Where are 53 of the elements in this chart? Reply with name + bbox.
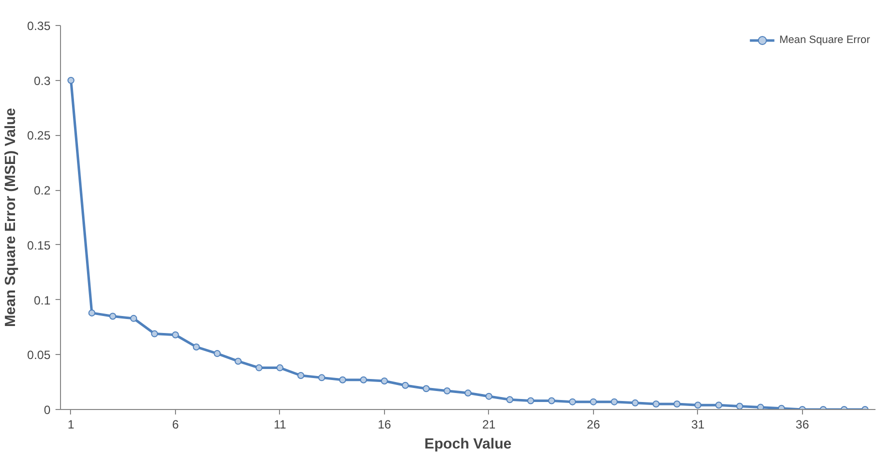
point <box>380 377 388 384</box>
point <box>590 398 597 406</box>
point <box>422 385 430 392</box>
x-tick-label: 11 <box>274 418 286 432</box>
x-tick-label: 16 <box>378 418 392 432</box>
x-axis-title: Epoch Value <box>424 436 512 452</box>
point <box>109 312 116 320</box>
y-tick-label: 0.1 <box>34 293 51 308</box>
point <box>339 376 346 384</box>
point <box>256 364 263 372</box>
point <box>715 402 722 409</box>
point <box>464 390 472 397</box>
point <box>360 376 368 384</box>
x-tick-label: 31 <box>691 418 705 432</box>
point <box>234 358 242 365</box>
point <box>568 398 576 406</box>
y-tick-label: 0.35 <box>27 19 51 33</box>
point <box>130 314 138 322</box>
y-axis-title: Mean Square Error (MSE) Value <box>3 108 20 328</box>
x-tick-label: 36 <box>796 418 810 432</box>
y-tick-label: 0.3 <box>34 74 51 88</box>
point <box>276 364 284 372</box>
point <box>151 330 158 338</box>
point <box>694 402 702 409</box>
point <box>444 387 451 394</box>
point <box>610 398 618 406</box>
point <box>88 309 96 316</box>
point <box>214 350 221 358</box>
y-tick-label: 0.05 <box>27 348 51 362</box>
point <box>652 400 660 408</box>
x-tick-label: 1 <box>68 418 75 432</box>
x-tick-label: 6 <box>172 418 180 432</box>
point <box>67 76 74 84</box>
x-tick-label: 21 <box>482 418 496 432</box>
legend-label: Mean Square Error <box>779 34 870 46</box>
point <box>318 374 326 382</box>
point <box>506 396 514 404</box>
point <box>757 404 764 410</box>
y-tick-label: 0.15 <box>27 238 51 252</box>
point <box>736 402 744 410</box>
point <box>632 399 639 406</box>
point <box>402 382 409 389</box>
point <box>548 397 556 404</box>
point <box>297 372 304 379</box>
point <box>192 343 200 350</box>
point <box>673 400 680 408</box>
point <box>172 331 179 338</box>
y-tick-label: 0 <box>44 403 51 417</box>
y-tick-label: 0.25 <box>27 128 51 143</box>
point <box>485 392 492 400</box>
point <box>527 397 534 404</box>
x-tick-label: 26 <box>586 418 600 432</box>
y-tick-label: 0.2 <box>34 184 51 198</box>
